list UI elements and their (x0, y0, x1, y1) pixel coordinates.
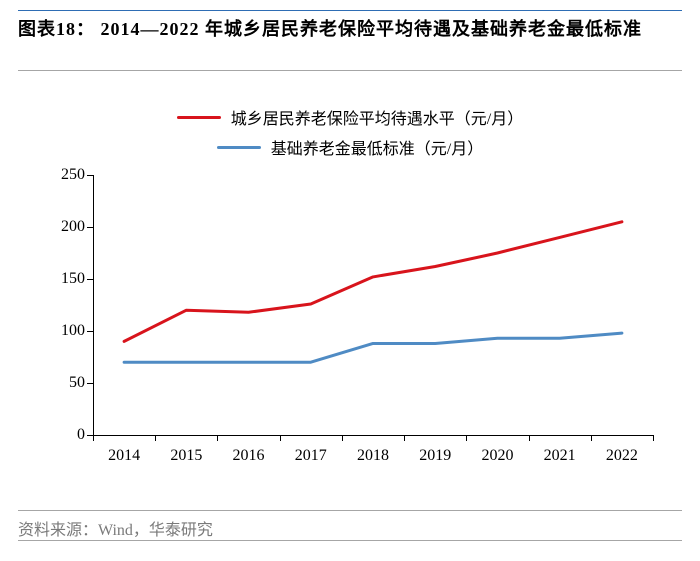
x-tick (217, 435, 218, 441)
rule-top (18, 10, 682, 11)
x-tick (591, 435, 592, 441)
chart-area: 050100150200250 201420152016201720182019… (45, 175, 665, 475)
series-line-min_base_pension (124, 333, 622, 362)
x-tick (280, 435, 281, 441)
x-tick-label: 2016 (233, 447, 265, 465)
chart-title: 图表18： 2014—2022 年城乡居民养老保险平均待遇及基础养老金最低标准 (18, 16, 682, 43)
x-tick-label: 2020 (481, 447, 513, 465)
x-tick-label: 2014 (108, 447, 140, 465)
legend: 城乡居民养老保险平均待遇水平（元/月） 基础养老金最低标准（元/月） (0, 105, 700, 159)
y-tick-label: 150 (45, 270, 85, 288)
plot-area (93, 175, 653, 435)
legend-label-0: 城乡居民养老保险平均待遇水平（元/月） (231, 105, 523, 129)
legend-swatch-1 (217, 146, 261, 149)
x-tick-label: 2022 (606, 447, 638, 465)
y-tick-label: 250 (45, 166, 85, 184)
y-tick-label: 200 (45, 218, 85, 236)
x-tick-label: 2017 (295, 447, 327, 465)
y-tick-label: 50 (45, 374, 85, 392)
x-tick (653, 435, 654, 441)
x-tick (529, 435, 530, 441)
x-tick (466, 435, 467, 441)
legend-item-0: 城乡居民养老保险平均待遇水平（元/月） (177, 105, 523, 129)
legend-label-1: 基础养老金最低标准（元/月） (271, 135, 483, 159)
legend-swatch-0 (177, 116, 221, 119)
series-line-avg_benefit (124, 222, 622, 342)
legend-item-1: 基础养老金最低标准（元/月） (217, 135, 483, 159)
x-tick (342, 435, 343, 441)
x-tick-label: 2018 (357, 447, 389, 465)
x-tick-label: 2019 (419, 447, 451, 465)
x-tick (155, 435, 156, 441)
source-text: 资料来源：Wind，华泰研究 (18, 516, 213, 540)
x-tick (93, 435, 94, 441)
rule-below-source (18, 540, 682, 541)
y-tick-label: 0 (45, 426, 85, 444)
figure-container: 图表18： 2014—2022 年城乡居民养老保险平均待遇及基础养老金最低标准 … (0, 0, 700, 561)
rule-above-source (18, 510, 682, 511)
x-axis (93, 435, 653, 436)
rule-under-title (18, 70, 682, 71)
x-tick-label: 2015 (170, 447, 202, 465)
x-tick (404, 435, 405, 441)
x-tick-label: 2021 (544, 447, 576, 465)
y-tick-label: 100 (45, 322, 85, 340)
